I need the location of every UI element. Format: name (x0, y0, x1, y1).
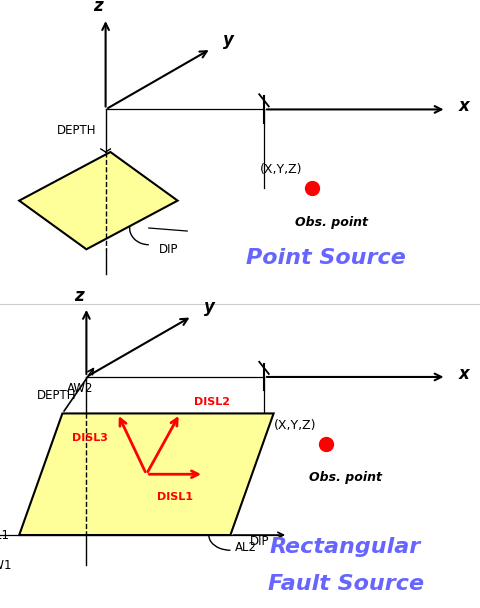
Text: Obs. point: Obs. point (295, 216, 368, 229)
Text: AL1: AL1 (0, 528, 10, 542)
Text: z: z (74, 287, 84, 305)
Text: AW1: AW1 (0, 559, 12, 572)
Text: x: x (458, 97, 469, 116)
Text: DISL1: DISL1 (157, 492, 193, 502)
Text: z: z (94, 0, 103, 15)
Text: Rectangular: Rectangular (270, 537, 421, 557)
Text: y: y (223, 30, 234, 49)
Polygon shape (19, 152, 178, 249)
Text: DISL2: DISL2 (194, 398, 230, 407)
Text: (X,Y,Z): (X,Y,Z) (274, 419, 317, 432)
Text: DISL3: DISL3 (72, 433, 108, 443)
Text: DEPTH: DEPTH (57, 124, 96, 137)
Text: DEPTH: DEPTH (37, 389, 77, 402)
Text: DIP: DIP (158, 243, 178, 256)
Text: (X,Y,Z): (X,Y,Z) (260, 164, 302, 176)
Text: AW2: AW2 (67, 382, 94, 395)
Polygon shape (19, 413, 274, 535)
Text: Obs. point: Obs. point (309, 471, 382, 484)
Text: y: y (204, 298, 215, 316)
Text: Fault Source: Fault Source (267, 574, 424, 593)
Text: Point Source: Point Source (246, 249, 407, 268)
Text: x: x (458, 365, 469, 383)
Text: AL2: AL2 (235, 541, 257, 554)
Text: DIP: DIP (250, 534, 269, 548)
